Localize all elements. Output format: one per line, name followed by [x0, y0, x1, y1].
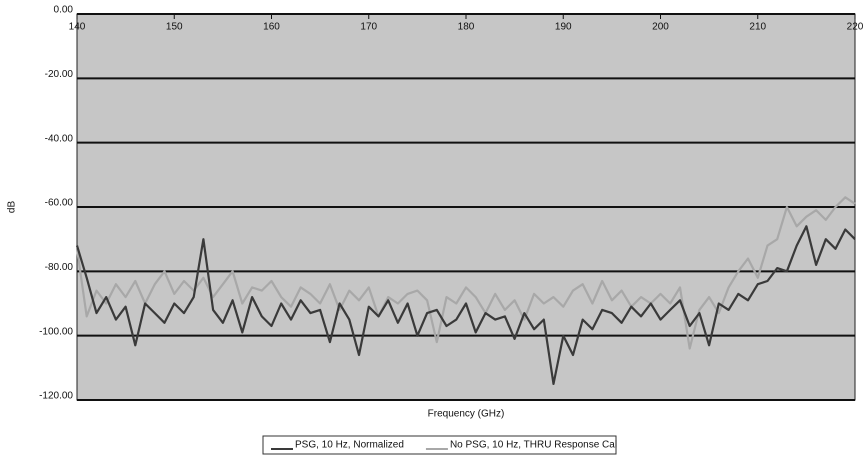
legend-label: PSG, 10 Hz, Normalized — [295, 440, 404, 451]
y-tick-label: 0.00 — [54, 5, 74, 16]
x-axis-label: Frequency (GHz) — [428, 409, 505, 420]
x-tick-label: 180 — [458, 22, 475, 33]
x-tick-label: 220 — [847, 22, 864, 33]
x-tick-label: 150 — [166, 22, 183, 33]
series-line — [75, 196, 856, 350]
y-tick-label: -60.00 — [45, 198, 74, 209]
series-line — [75, 225, 856, 385]
y-axis-label: dB — [7, 201, 18, 214]
x-tick-label: 200 — [652, 22, 669, 33]
y-tick-label: -80.00 — [45, 262, 74, 273]
y-tick-label: -40.00 — [45, 133, 74, 144]
y-tick-label: -20.00 — [45, 69, 74, 80]
y-tick-label: -100.00 — [39, 326, 73, 337]
x-tick-label: 160 — [263, 22, 280, 33]
legend-label: No PSG, 10 Hz, THRU Response Cal — [450, 440, 617, 451]
x-tick-label: 190 — [555, 22, 572, 33]
x-tick-label: 140 — [69, 22, 86, 33]
y-tick-label: -120.00 — [39, 391, 73, 402]
x-tick-label: 210 — [749, 22, 766, 33]
legend-box — [262, 435, 617, 455]
x-tick-label: 170 — [360, 22, 377, 33]
